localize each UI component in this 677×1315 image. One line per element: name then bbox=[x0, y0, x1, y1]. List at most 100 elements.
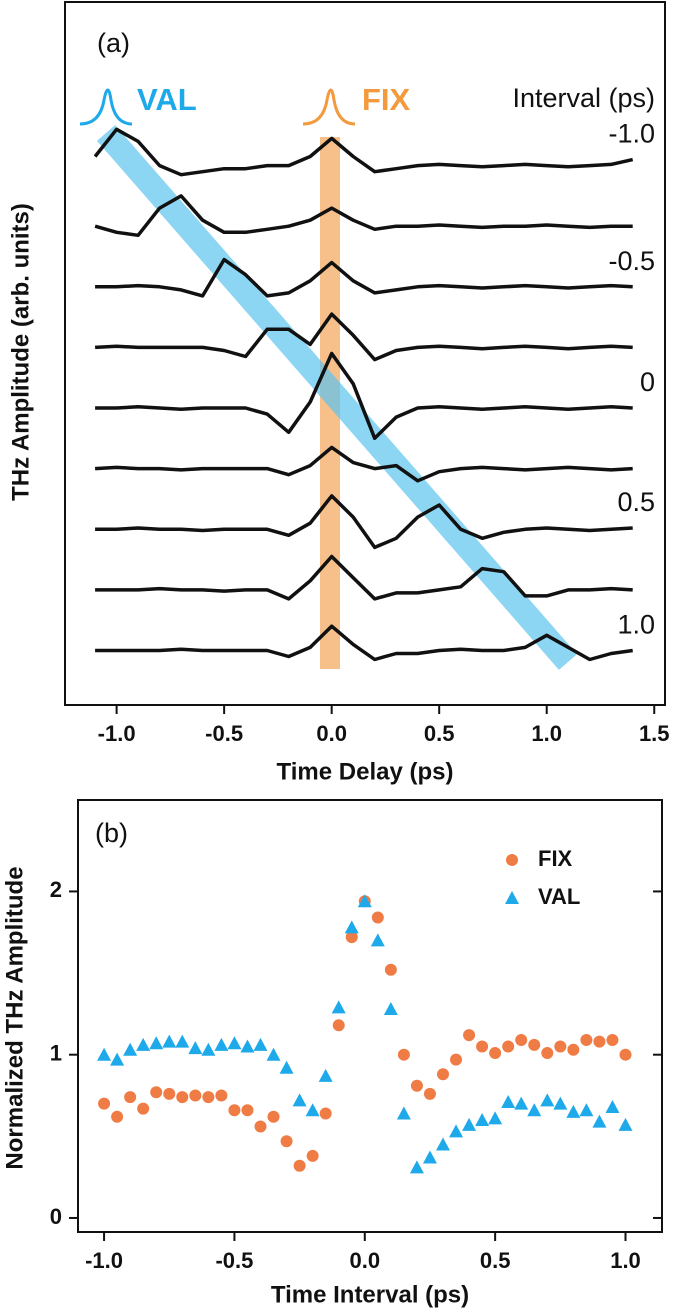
point bbox=[214, 1037, 229, 1051]
point bbox=[462, 1117, 477, 1131]
point bbox=[188, 1041, 203, 1055]
point bbox=[345, 931, 358, 944]
val-pulse-icon bbox=[79, 88, 133, 126]
fix-label: FIX bbox=[362, 82, 411, 117]
point bbox=[201, 1042, 216, 1056]
point bbox=[176, 1091, 189, 1104]
point bbox=[567, 1043, 580, 1056]
x-axis-title: Time Delay (ps) bbox=[277, 758, 454, 785]
trace-label: 0.5 bbox=[617, 487, 655, 517]
point bbox=[437, 1068, 449, 1081]
point bbox=[150, 1086, 163, 1099]
point bbox=[110, 1052, 125, 1066]
point bbox=[540, 1093, 555, 1107]
point bbox=[111, 1110, 124, 1123]
point bbox=[449, 1124, 464, 1138]
x-tick-label: 0.5 bbox=[480, 1248, 511, 1273]
point bbox=[396, 1106, 411, 1120]
point bbox=[384, 963, 397, 976]
point bbox=[97, 1047, 112, 1061]
x-tick-label: 1.0 bbox=[531, 721, 562, 746]
trace bbox=[95, 494, 633, 550]
plot-frame bbox=[77, 799, 663, 1233]
trace bbox=[95, 554, 633, 601]
point bbox=[436, 1137, 450, 1151]
y-tick-label: 0 bbox=[50, 1204, 62, 1229]
point bbox=[123, 1042, 138, 1056]
point bbox=[293, 1159, 306, 1172]
val-label: VAL bbox=[137, 82, 197, 117]
point bbox=[189, 1089, 202, 1102]
point bbox=[331, 1000, 346, 1014]
point bbox=[318, 1068, 333, 1082]
point bbox=[371, 911, 384, 924]
point bbox=[463, 1029, 476, 1042]
point bbox=[228, 1104, 241, 1117]
point bbox=[332, 1019, 345, 1032]
point bbox=[553, 1096, 568, 1110]
point bbox=[580, 1034, 593, 1046]
point bbox=[527, 1103, 542, 1117]
point bbox=[422, 1150, 437, 1164]
legend-swatch bbox=[505, 891, 519, 904]
point bbox=[149, 1036, 164, 1050]
legend-swatch bbox=[506, 854, 518, 866]
trace-label: -0.5 bbox=[608, 246, 655, 276]
trace-label: -1.0 bbox=[608, 119, 655, 149]
x-tick-label: 1.0 bbox=[610, 1248, 641, 1273]
x-axis-title: Time Interval (ps) bbox=[271, 1281, 469, 1308]
plot-frame bbox=[64, 1, 666, 706]
x-tick-label: -1.0 bbox=[85, 1248, 123, 1273]
point bbox=[344, 920, 359, 934]
panel-label: (a) bbox=[97, 28, 130, 58]
point bbox=[501, 1095, 516, 1109]
x-tick-label: 0.0 bbox=[349, 1248, 380, 1273]
point bbox=[319, 1107, 332, 1120]
point bbox=[370, 933, 385, 947]
point bbox=[409, 1160, 424, 1174]
point bbox=[528, 1038, 541, 1051]
point bbox=[515, 1034, 528, 1046]
point bbox=[476, 1040, 489, 1053]
point bbox=[175, 1034, 190, 1048]
point bbox=[606, 1034, 619, 1046]
point bbox=[605, 1099, 620, 1113]
point bbox=[383, 1001, 398, 1015]
x-tick-label: 0.5 bbox=[424, 721, 455, 746]
point bbox=[502, 1040, 515, 1053]
point bbox=[266, 1047, 281, 1061]
y-axis-title: Normalized THz Amplitude bbox=[1, 866, 28, 1169]
trace bbox=[95, 312, 633, 362]
trace bbox=[93, 127, 634, 177]
trace bbox=[95, 445, 633, 483]
legend-label: VAL bbox=[538, 884, 580, 909]
point bbox=[488, 1111, 503, 1125]
point bbox=[305, 1103, 320, 1117]
point bbox=[292, 1093, 307, 1107]
point bbox=[240, 1039, 255, 1053]
trace-label: 0 bbox=[640, 367, 655, 397]
point bbox=[423, 1087, 436, 1100]
point bbox=[514, 1096, 529, 1110]
point bbox=[280, 1135, 293, 1148]
point bbox=[253, 1037, 268, 1051]
x-tick-label: 1.5 bbox=[639, 721, 670, 746]
point bbox=[241, 1104, 254, 1117]
point bbox=[475, 1113, 490, 1126]
legend-label: FIX bbox=[538, 846, 573, 871]
x-tick-label: -0.5 bbox=[205, 721, 243, 746]
point bbox=[489, 1047, 502, 1060]
point bbox=[450, 1053, 463, 1066]
point bbox=[618, 1117, 633, 1131]
point bbox=[541, 1047, 554, 1060]
point bbox=[136, 1037, 151, 1051]
val-highlight bbox=[96, 125, 578, 670]
point bbox=[163, 1087, 176, 1100]
point bbox=[137, 1102, 150, 1115]
point bbox=[619, 1048, 632, 1061]
point bbox=[202, 1091, 215, 1104]
x-tick-label: -1.0 bbox=[98, 721, 136, 746]
point bbox=[227, 1036, 242, 1050]
legend-title: Interval (ps) bbox=[512, 83, 655, 113]
